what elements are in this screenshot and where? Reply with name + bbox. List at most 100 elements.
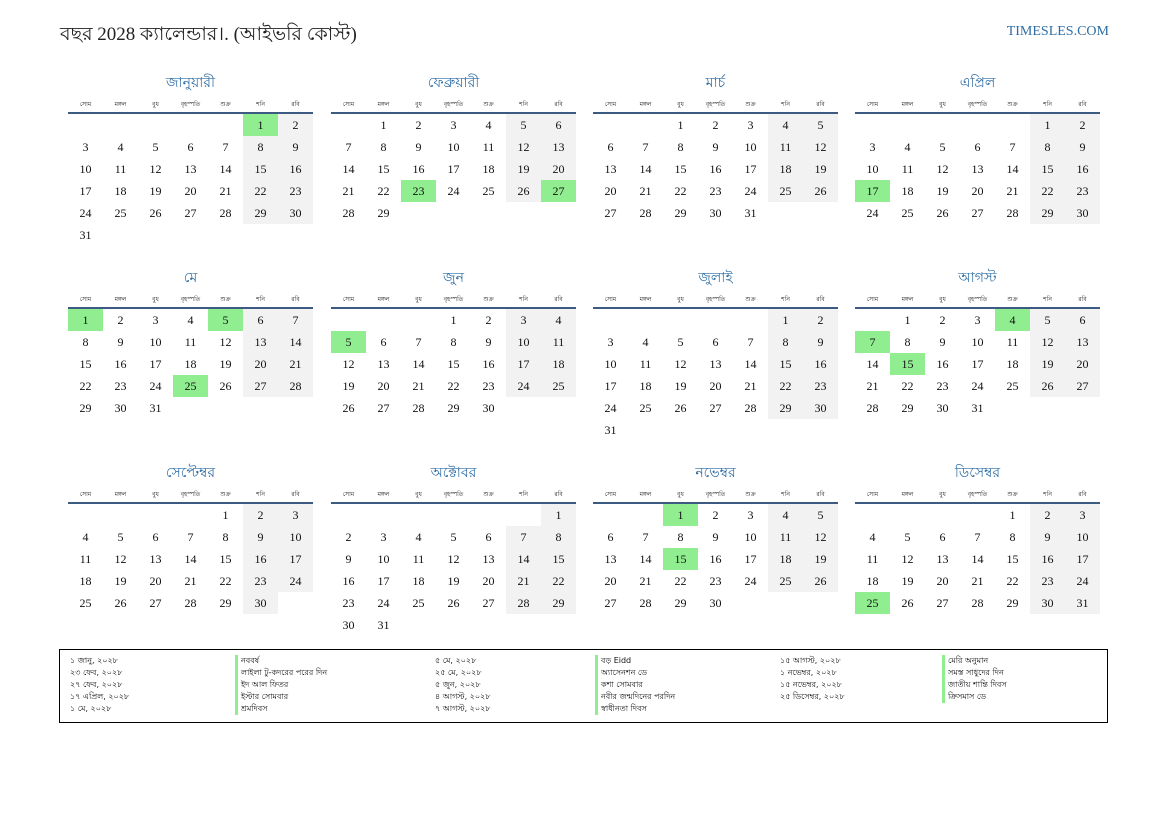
day-cell[interactable]: 7 [642, 530, 649, 544]
day-cell[interactable]: 24 [377, 596, 390, 610]
day-cell[interactable]: 21 [506, 570, 541, 592]
day-cell[interactable]: 25 [482, 184, 495, 198]
day-cell[interactable]: 14 [744, 357, 757, 371]
day-cell[interactable]: 23 [243, 570, 278, 592]
day-cell[interactable]: 14 [278, 331, 313, 353]
day-cell[interactable]: 8 [1009, 530, 1016, 544]
day-cell[interactable]: 13 [936, 552, 949, 566]
day-cell[interactable]: 3 [278, 504, 313, 526]
day-cell[interactable]: 3 [506, 309, 541, 331]
day-cell[interactable]: 7 [222, 140, 229, 154]
day-cell[interactable]: 25 [114, 206, 127, 220]
day-cell[interactable]: 26 [447, 596, 460, 610]
day-cell[interactable]: 26 [803, 570, 838, 592]
day-cell[interactable]: 13 [184, 162, 197, 176]
day-cell[interactable]: 2 [345, 530, 352, 544]
day-cell[interactable]: 21 [342, 184, 355, 198]
day-cell[interactable]: 13 [149, 552, 162, 566]
day-cell[interactable]: 2 [415, 118, 422, 132]
day-cell[interactable]: 15 [663, 548, 698, 570]
day-cell[interactable]: 16 [342, 574, 355, 588]
day-cell[interactable]: 25 [768, 180, 803, 202]
day-cell[interactable]: 11 [184, 335, 197, 349]
day-cell[interactable]: 3 [607, 335, 614, 349]
day-cell[interactable]: 10 [971, 335, 984, 349]
day-cell[interactable]: 5 [939, 140, 946, 154]
day-cell[interactable]: 21 [639, 184, 652, 198]
day-cell[interactable]: 8 [677, 140, 684, 154]
day-cell[interactable]: 31 [604, 423, 617, 437]
day-cell[interactable]: 29 [901, 401, 914, 415]
day-cell[interactable]: 4 [485, 118, 492, 132]
day-cell[interactable]: 12 [447, 552, 460, 566]
day-cell[interactable]: 7 [1009, 140, 1016, 154]
day-cell[interactable]: 4 [541, 309, 576, 331]
day-cell[interactable]: 18 [79, 574, 92, 588]
day-cell[interactable]: 20 [604, 574, 617, 588]
day-cell[interactable]: 12 [901, 552, 914, 566]
day-cell[interactable]: 22 [79, 379, 92, 393]
day-cell[interactable]: 11 [541, 331, 576, 353]
day-cell[interactable]: 14 [971, 552, 984, 566]
day-cell[interactable]: 5 [803, 114, 838, 136]
day-cell[interactable]: 2 [712, 508, 719, 522]
day-cell[interactable]: 29 [447, 401, 460, 415]
day-cell[interactable]: 16 [709, 552, 722, 566]
day-cell[interactable]: 9 [117, 335, 124, 349]
day-cell[interactable]: 23 [278, 180, 313, 202]
day-cell[interactable]: 12 [1030, 331, 1065, 353]
day-cell[interactable]: 4 [904, 140, 911, 154]
day-cell[interactable]: 3 [747, 118, 754, 132]
day-cell[interactable]: 13 [1065, 331, 1100, 353]
day-cell[interactable]: 17 [278, 548, 313, 570]
day-cell[interactable]: 2 [1030, 504, 1065, 526]
day-cell[interactable]: 21 [184, 574, 197, 588]
day-cell[interactable]: 20 [541, 158, 576, 180]
day-cell[interactable]: 27 [971, 206, 984, 220]
day-cell[interactable]: 27 [604, 206, 617, 220]
day-cell[interactable]: 7 [855, 331, 890, 353]
day-cell[interactable]: 16 [803, 353, 838, 375]
day-cell[interactable]: 22 [377, 184, 390, 198]
day-cell[interactable]: 27 [709, 401, 722, 415]
day-cell[interactable]: 18 [901, 184, 914, 198]
day-cell[interactable]: 15 [377, 162, 390, 176]
day-cell[interactable]: 15 [890, 353, 925, 375]
day-cell[interactable]: 5 [803, 504, 838, 526]
day-cell[interactable]: 23 [482, 379, 495, 393]
day-cell[interactable]: 18 [412, 574, 425, 588]
day-cell[interactable]: 11 [901, 162, 914, 176]
day-cell[interactable]: 6 [152, 530, 159, 544]
day-cell[interactable]: 11 [482, 140, 495, 154]
day-cell[interactable]: 9 [1030, 526, 1065, 548]
day-cell[interactable]: 24 [1065, 570, 1100, 592]
day-cell[interactable]: 28 [744, 401, 757, 415]
day-cell[interactable]: 21 [744, 379, 757, 393]
day-cell[interactable]: 3 [450, 118, 457, 132]
day-cell[interactable]: 12 [342, 357, 355, 371]
day-cell[interactable]: 11 [1006, 335, 1019, 349]
day-cell[interactable]: 4 [995, 309, 1030, 331]
day-cell[interactable]: 1 [1030, 114, 1065, 136]
day-cell[interactable]: 24 [506, 375, 541, 397]
day-cell[interactable]: 23 [1065, 180, 1100, 202]
day-cell[interactable]: 13 [243, 331, 278, 353]
day-cell[interactable]: 5 [331, 331, 366, 353]
day-cell[interactable]: 10 [447, 140, 460, 154]
day-cell[interactable]: 14 [219, 162, 232, 176]
day-cell[interactable]: 8 [768, 331, 803, 353]
day-cell[interactable]: 25 [412, 596, 425, 610]
day-cell[interactable]: 26 [342, 401, 355, 415]
day-cell[interactable]: 23 [401, 180, 436, 202]
day-cell[interactable]: 1 [677, 118, 684, 132]
day-cell[interactable]: 22 [768, 375, 803, 397]
day-cell[interactable]: 10 [506, 331, 541, 353]
day-cell[interactable]: 21 [971, 574, 984, 588]
day-cell[interactable]: 29 [377, 206, 390, 220]
day-cell[interactable]: 16 [278, 158, 313, 180]
day-cell[interactable]: 1 [68, 309, 103, 331]
day-cell[interactable]: 9 [415, 140, 422, 154]
day-cell[interactable]: 19 [1030, 353, 1065, 375]
day-cell[interactable]: 30 [936, 401, 949, 415]
day-cell[interactable]: 2 [712, 118, 719, 132]
